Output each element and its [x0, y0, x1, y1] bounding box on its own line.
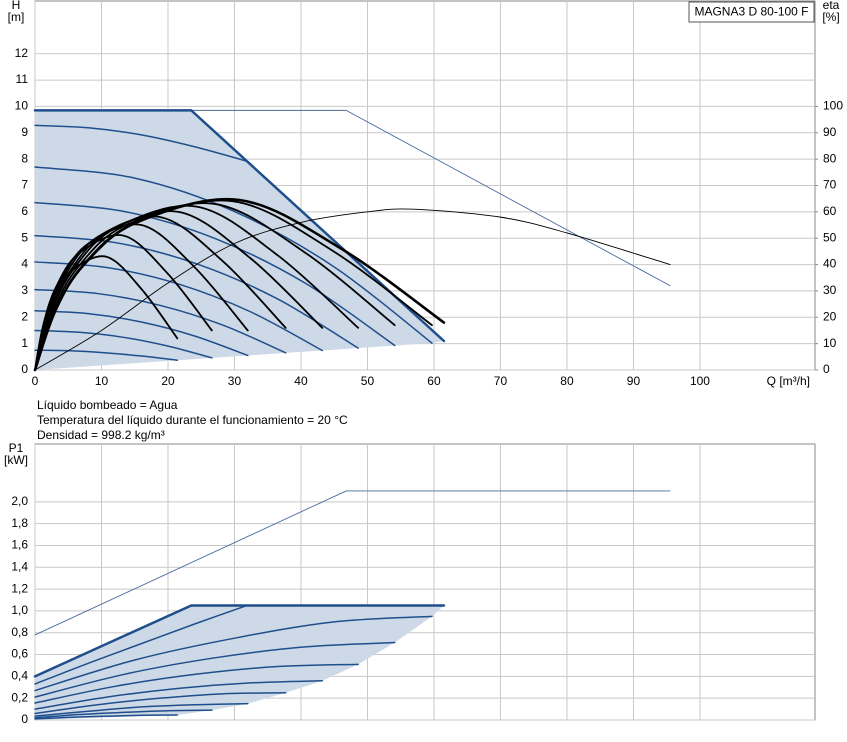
- eff-curve: [33, 197, 446, 372]
- annotation: Líquido bombeado = Agua: [37, 398, 178, 412]
- speed-curve: [34, 288, 287, 354]
- y-tick-label: 0,6: [11, 647, 28, 661]
- y-tick-label: 2,0: [11, 494, 28, 508]
- y-axis-unit: [m]: [8, 10, 25, 24]
- eff-curve: [34, 208, 671, 371]
- speed-curve: [34, 124, 248, 163]
- y2-tick-label: 80: [823, 151, 837, 165]
- speed-curve: [34, 201, 396, 347]
- annotation: Temperatura del líquido durante el funci…: [37, 413, 348, 427]
- y-tick-label: 0: [21, 712, 28, 726]
- speed-curve: [34, 714, 179, 720]
- x-tick-label: 50: [361, 374, 375, 388]
- y-tick-label: 10: [15, 99, 29, 113]
- speed-curve: [34, 234, 359, 349]
- speed-curve: [34, 663, 359, 704]
- y-axis-label: P1: [9, 441, 24, 455]
- x-tick-label: 10: [95, 374, 109, 388]
- y-tick-label: 0,4: [11, 669, 28, 683]
- y2-axis-unit: [%]: [822, 10, 839, 24]
- y-tick-label: 8: [21, 151, 28, 165]
- speed-curve: [34, 641, 396, 698]
- speed-curve: [34, 166, 433, 344]
- y2-tick-label: 60: [823, 204, 837, 218]
- eff-curve: [34, 202, 396, 371]
- y2-tick-label: 100: [823, 99, 843, 113]
- operating-area: [35, 605, 444, 720]
- y-tick-label: 1,8: [11, 516, 28, 530]
- y-tick-label: 11: [16, 72, 29, 86]
- y2-tick-label: 20: [823, 309, 837, 323]
- y-tick-label: 12: [15, 46, 29, 60]
- y2-tick-label: 90: [823, 125, 837, 139]
- y2-tick-label: 50: [823, 230, 837, 244]
- x-tick-label: 60: [427, 374, 441, 388]
- x-tick-label: 90: [627, 374, 641, 388]
- y-tick-label: 9: [21, 125, 28, 139]
- y2-tick-label: 0: [823, 362, 830, 376]
- y-tick-label: 6: [21, 204, 28, 218]
- annotation: Densidad = 998.2 kg/m³: [37, 428, 165, 442]
- speed-curve: [34, 604, 248, 685]
- y-tick-label: 1,2: [11, 581, 28, 595]
- y-tick-label: 1,4: [11, 559, 28, 573]
- y-tick-label: 3: [21, 283, 28, 297]
- y-tick-label: 0: [21, 362, 28, 376]
- y-tick-label: 0,2: [11, 690, 28, 704]
- y-tick-label: 2: [21, 309, 28, 323]
- x-tick-label: 30: [228, 374, 242, 388]
- y2-tick-label: 10: [823, 336, 837, 350]
- x-tick-label: 40: [294, 374, 308, 388]
- y-axis-label: H: [12, 0, 21, 12]
- x-tick-label: 80: [560, 374, 574, 388]
- eff-curve: [34, 204, 360, 371]
- max-curve: [33, 109, 446, 343]
- speed-curve: [34, 615, 433, 692]
- y-axis-unit: [kW]: [4, 453, 28, 467]
- y2-axis-label: eta: [823, 0, 840, 12]
- speed-curve: [34, 309, 249, 357]
- y2-tick-label: 40: [823, 257, 837, 271]
- speed-curve: [34, 349, 179, 361]
- y-tick-label: 1,6: [11, 538, 28, 552]
- limit-curve: [34, 490, 671, 636]
- y-tick-label: 7: [21, 178, 28, 192]
- y-tick-label: 1: [21, 336, 28, 350]
- speed-curve: [34, 691, 287, 715]
- speed-curve: [34, 702, 249, 717]
- y2-tick-label: 30: [823, 283, 837, 297]
- y-tick-label: 4: [21, 257, 28, 271]
- y-tick-label: 1,0: [11, 603, 28, 617]
- x-axis-label: Q [m³/h]: [767, 374, 810, 388]
- x-tick-label: 0: [32, 374, 39, 388]
- y-tick-label: 5: [21, 230, 28, 244]
- y2-tick-label: 70: [823, 178, 837, 192]
- speed-curve: [34, 329, 213, 359]
- x-tick-label: 100: [690, 374, 710, 388]
- chart-title: MAGNA3 D 80-100 F: [694, 5, 808, 19]
- speed-curve: [34, 709, 213, 719]
- y-tick-label: 0,8: [11, 625, 28, 639]
- max-curve: [33, 604, 446, 678]
- speed-curve: [34, 679, 324, 710]
- x-tick-label: 70: [494, 374, 508, 388]
- title-box: [688, 1, 815, 23]
- x-tick-label: 20: [161, 374, 175, 388]
- plot-frame: [34, 443, 816, 721]
